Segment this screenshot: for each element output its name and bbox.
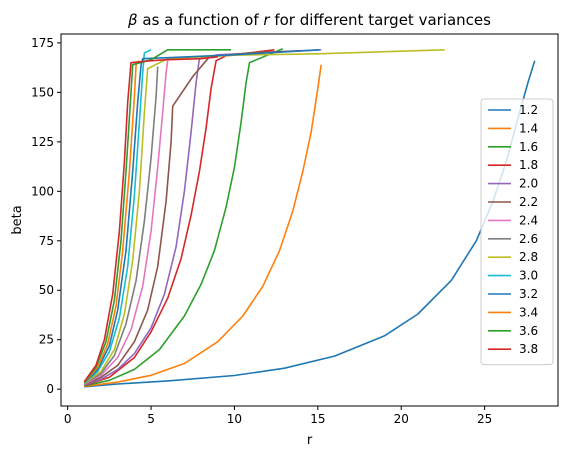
series-line-2.2 xyxy=(83,50,302,386)
legend-entry: 1.8 xyxy=(519,158,538,172)
y-axis-ticks: 0 25 50 75 100 125 150 175 xyxy=(31,36,61,396)
y-tick-label: 100 xyxy=(31,184,54,198)
series-line-2.4 xyxy=(83,60,169,386)
legend-entry: 1.6 xyxy=(519,140,538,154)
x-tick-label: 0 xyxy=(64,412,72,426)
legend-entry: 3.0 xyxy=(519,269,538,283)
legend-entry: 3.6 xyxy=(519,324,538,338)
legend: 1.2 1.4 1.6 1.8 2.0 2.2 2.4 2.6 2.8 3.0 3.2 3.4 3.6 3… xyxy=(480,98,554,366)
series-line-1.6 xyxy=(84,48,284,387)
series-line-3.0 xyxy=(83,49,152,384)
x-axis-label: r xyxy=(307,433,313,448)
series-line-3.4 xyxy=(83,60,141,384)
title-part: β xyxy=(127,11,138,29)
series-line-3.2 xyxy=(83,49,320,384)
series-line-3.6 xyxy=(83,49,232,383)
legend-box xyxy=(480,98,554,366)
title-part: as a function of xyxy=(138,11,264,29)
x-tick-label: 10 xyxy=(227,412,242,426)
series-line-2.8 xyxy=(83,49,445,385)
y-tick-label: 150 xyxy=(31,85,54,99)
y-tick-label: 0 xyxy=(46,382,54,396)
legend-entry: 3.2 xyxy=(519,287,538,301)
y-tick-label: 75 xyxy=(39,234,54,248)
series-line-2.6 xyxy=(83,66,159,385)
chart-title: β as a function of r for different targe… xyxy=(127,11,491,29)
legend-entry: 2.2 xyxy=(519,195,538,209)
legend-entry: 3.4 xyxy=(519,305,538,319)
y-tick-label: 25 xyxy=(39,333,54,347)
y-tick-label: 175 xyxy=(31,36,54,50)
y-axis-label: beta xyxy=(10,205,25,234)
series-line-1.4 xyxy=(84,64,322,388)
legend-entry: 1.4 xyxy=(519,121,538,135)
legend-entry: 1.2 xyxy=(519,103,538,117)
legend-entry: 2.6 xyxy=(519,232,538,246)
y-tick-label: 125 xyxy=(31,135,54,149)
plot-clip-group xyxy=(83,48,536,388)
y-tick-label: 50 xyxy=(39,283,54,297)
legend-entry: 2.4 xyxy=(519,213,538,227)
legend-entry: 2.8 xyxy=(519,250,538,264)
legend-entry: 3.8 xyxy=(519,342,538,356)
x-tick-label: 5 xyxy=(147,412,155,426)
legend-entry: 2.0 xyxy=(519,177,538,191)
x-tick-label: 15 xyxy=(310,412,325,426)
series-line-1.8 xyxy=(84,49,275,387)
axes-frame xyxy=(60,33,559,407)
series-line-3.8 xyxy=(83,56,218,383)
x-tick-label: 20 xyxy=(394,412,409,426)
x-axis-ticks: 0 5 10 15 20 25 xyxy=(64,406,492,426)
title-part: for different target variances xyxy=(270,11,492,29)
series-layer xyxy=(83,48,536,388)
x-tick-label: 25 xyxy=(477,412,492,426)
title-part: r xyxy=(263,11,270,29)
